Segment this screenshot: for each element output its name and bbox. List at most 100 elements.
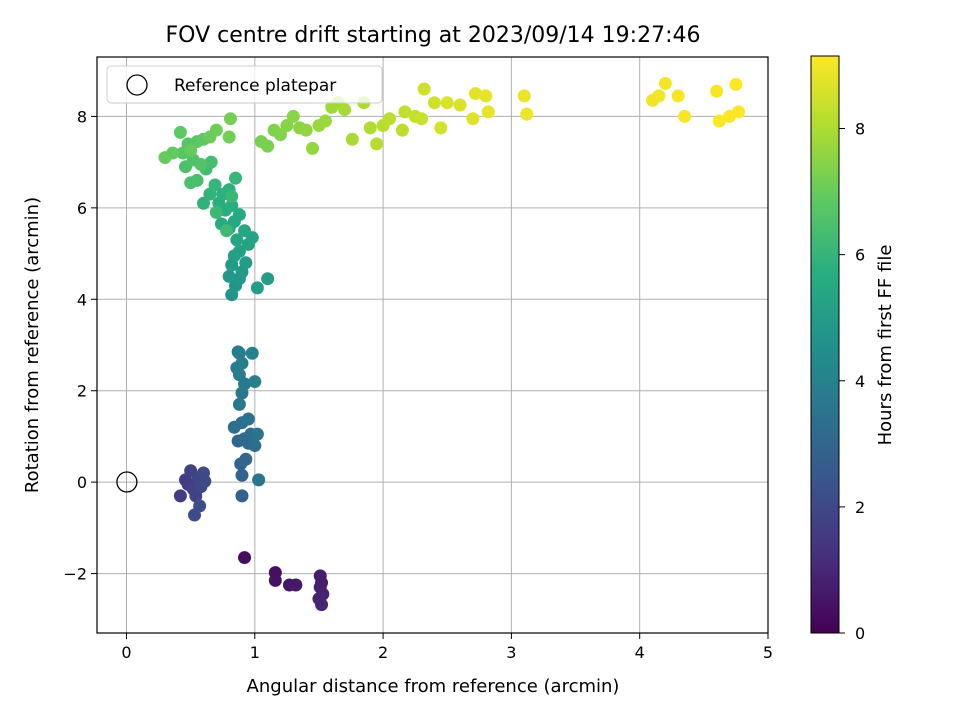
data-point [235,489,249,503]
data-point [434,121,448,135]
data-point [193,499,207,513]
y-tick-label: 8 [77,107,87,126]
colorbar-tick-label: 2 [855,498,865,517]
data-point [235,356,249,370]
data-point [729,77,743,91]
data-point [241,412,255,426]
data-point [184,176,198,190]
data-point [232,208,246,222]
data-point [245,346,259,360]
data-point [209,205,223,219]
data-point [370,137,384,151]
data-point [252,473,266,487]
data-point [194,157,208,171]
data-point [286,109,300,123]
data-point [415,112,429,126]
legend-label-reference: Reference platepar [174,76,336,96]
data-point [261,272,275,286]
data-point [232,244,246,258]
data-point [223,112,237,126]
data-point [230,233,244,247]
data-point [173,125,187,139]
data-point [222,130,236,144]
y-tick-label: −2 [63,565,87,584]
x-axis-label: Angular distance from reference (arcmin) [247,676,620,697]
data-point [712,114,726,128]
data-point [273,128,287,142]
data-point [338,103,352,117]
legend-marker-reference [126,74,148,96]
colorbar-tick-label: 0 [855,624,865,643]
data-point [250,281,264,295]
data-point [280,119,294,133]
data-point [261,139,275,153]
data-point [481,105,495,119]
y-tick-label: 6 [77,199,87,218]
colorbar-ticks: 0 2 4 6 8 [839,120,865,643]
y-axis-label: Rotation from reference (arcmin) [22,197,43,493]
x-tick-label: 0 [121,643,131,662]
x-tick-label: 4 [635,643,645,662]
data-point [239,452,253,466]
data-point [222,269,236,283]
x-axis-ticks: 0 1 2 3 4 5 [121,633,773,662]
legend: Reference platepar [106,65,383,104]
data-point [658,77,672,91]
data-point [248,439,262,453]
data-point [315,598,329,612]
data-point [652,89,666,103]
x-tick-label: 2 [378,643,388,662]
data-point [479,89,493,103]
data-point [671,89,685,103]
data-point [198,474,212,488]
data-point [299,123,313,137]
data-point [468,87,482,101]
data-point [184,144,198,158]
data-point [238,224,252,238]
data-point [248,375,262,389]
data-point [208,178,222,192]
data-point [235,468,249,482]
data-point [398,105,412,119]
data-point [158,151,172,165]
colorbar-tick-label: 6 [855,246,865,265]
data-point [731,105,745,119]
data-points [158,77,745,612]
colorbar: 0 2 4 6 8 Hours from first FF file [810,55,896,643]
data-point [306,141,320,155]
y-tick-label: 2 [77,382,87,401]
data-point [395,123,409,137]
data-point [250,427,264,441]
data-point [225,189,239,203]
data-point [232,397,246,411]
data-point [363,121,377,135]
data-point [417,82,431,96]
colorbar-tick-label: 4 [855,372,865,391]
data-point [710,84,724,98]
reference-point [116,471,138,493]
data-point [427,96,441,110]
data-point [204,155,218,169]
colorbar-tick-label: 8 [855,120,865,139]
data-point [229,171,243,185]
data-point [220,224,234,238]
data-point [440,96,454,110]
colorbar-label: Hours from first FF file [875,245,896,446]
x-tick-label: 5 [763,643,773,662]
data-point [318,114,332,128]
data-point [238,551,252,565]
x-tick-label: 1 [250,643,260,662]
colorbar-gradient [810,55,840,634]
x-tick-label: 3 [506,643,516,662]
data-point [520,107,534,121]
data-point [173,489,187,503]
data-point [268,573,282,587]
data-point [209,123,223,137]
data-point [225,199,239,213]
plot-frame [96,56,769,634]
data-point [239,256,253,270]
data-point [289,578,303,592]
data-point [517,89,531,103]
data-point [678,109,692,123]
